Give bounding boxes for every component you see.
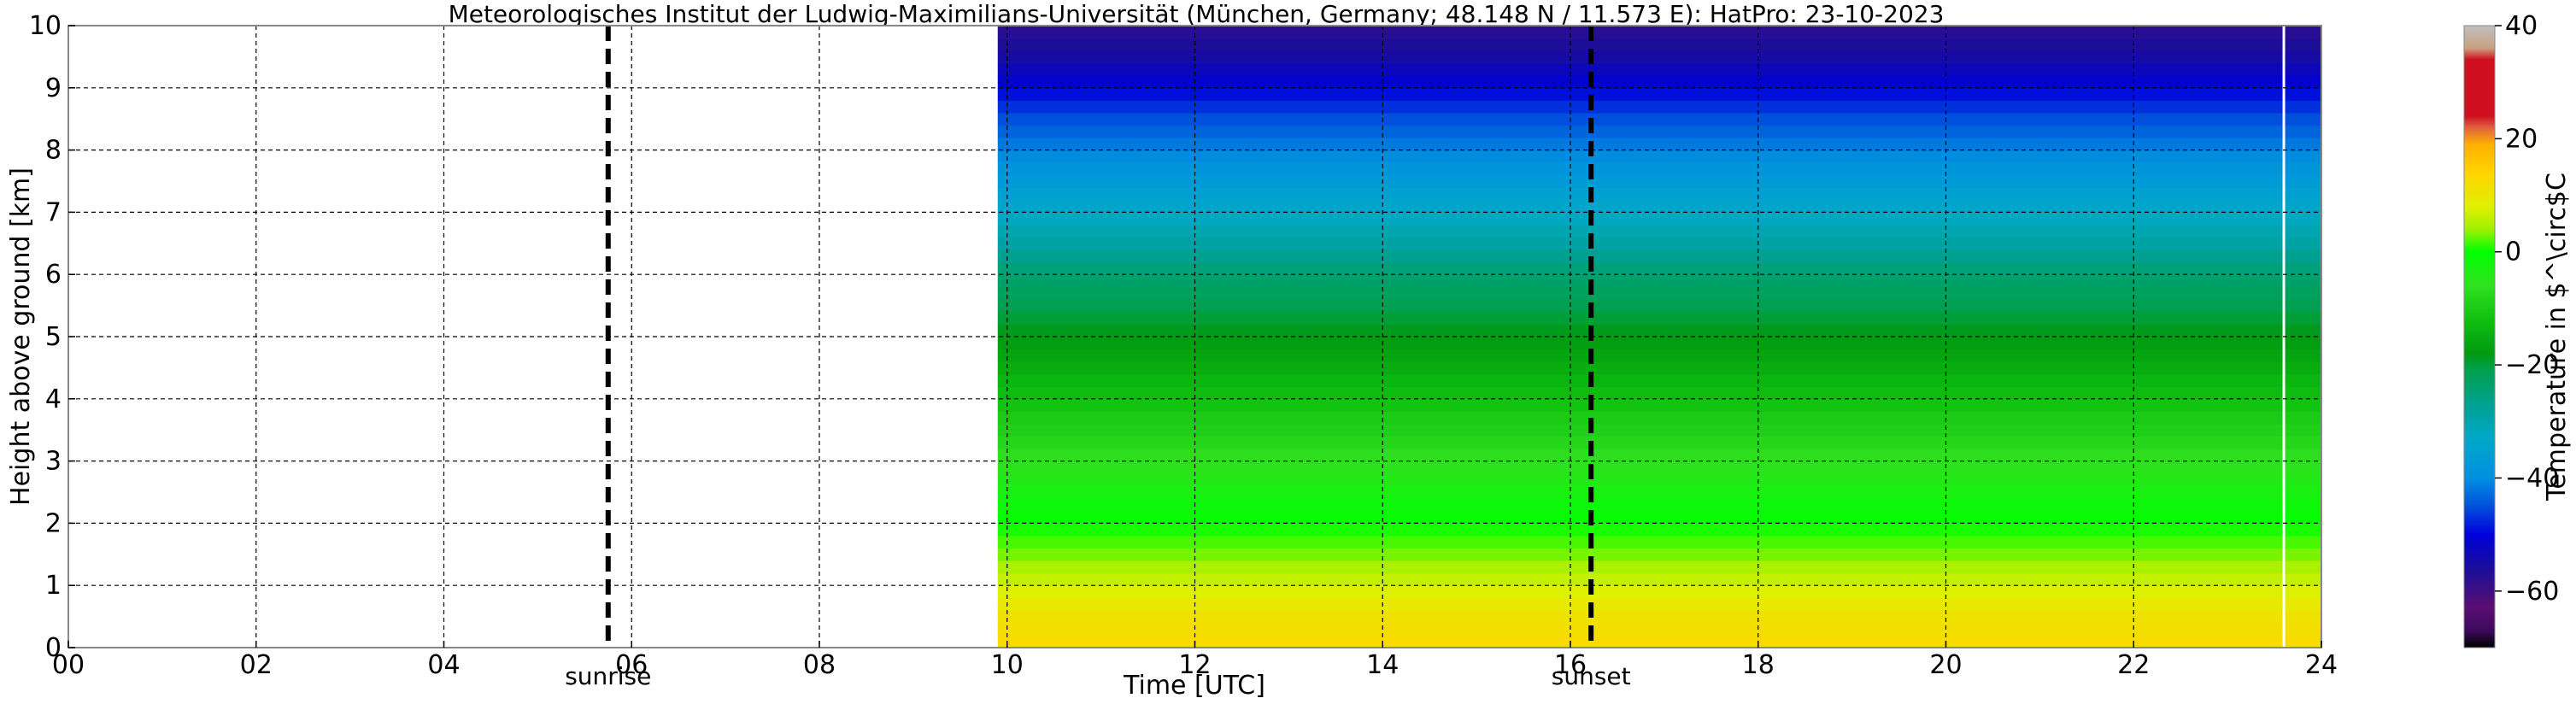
heat-band <box>997 187 2321 201</box>
heat-band <box>997 274 2321 288</box>
heat-band <box>997 87 2321 101</box>
x-tick-label: 22 <box>2117 650 2150 680</box>
heat-band <box>997 299 2321 313</box>
colorbar-tick-label: −20 <box>2505 350 2559 380</box>
x-tick-label: 02 <box>240 650 273 680</box>
heat-band <box>997 361 2321 375</box>
heat-band <box>997 237 2321 250</box>
colorbar-tick-label: 20 <box>2505 124 2538 154</box>
heat-band <box>997 224 2321 238</box>
heat-band <box>997 510 2321 524</box>
y-tick-label: 5 <box>45 322 62 352</box>
heat-band <box>997 436 2321 449</box>
x-tick-label: 16 <box>1554 650 1587 680</box>
heat-band <box>997 523 2321 537</box>
y-tick-label: 1 <box>45 571 62 601</box>
x-tick-label: 20 <box>1929 650 1962 680</box>
heat-band <box>997 324 2321 337</box>
x-tick-label: 18 <box>1742 650 1775 680</box>
x-tick-label: 10 <box>991 650 1024 680</box>
heat-band <box>997 26 2321 39</box>
heat-band <box>997 138 2321 151</box>
grid-lines <box>68 26 2321 648</box>
heat-band <box>997 38 2321 51</box>
y-tick-label: 10 <box>29 11 62 41</box>
colorbar-frame <box>2463 25 2496 648</box>
temperature-field <box>997 26 2321 648</box>
colorbar-tick-label: −60 <box>2505 577 2559 607</box>
heat-band <box>997 212 2321 226</box>
heat-band <box>997 585 2321 599</box>
heat-band <box>997 150 2321 163</box>
heat-band <box>997 461 2321 474</box>
heat-band <box>997 386 2321 400</box>
event-lines: sunrise sunset <box>565 26 1631 690</box>
heat-band <box>997 572 2321 586</box>
heat-band <box>997 75 2321 89</box>
heat-band <box>997 398 2321 412</box>
heat-band <box>997 535 2321 549</box>
x-tick-label: 04 <box>427 650 460 680</box>
colorbar: −60 −40 −20 0 20 40 Temperature in $^\circ$C <box>2463 11 2572 648</box>
heat-band <box>997 449 2321 462</box>
chart-title: Meteorologisches Institut der Ludwig-Max… <box>449 0 1945 28</box>
heat-band <box>997 485 2321 499</box>
sunset-label: sunset <box>1552 662 1631 690</box>
heat-band <box>997 635 2321 648</box>
heat-band <box>997 622 2321 637</box>
heat-band <box>997 498 2321 512</box>
heat-band <box>997 349 2321 362</box>
x-tick-label: 00 <box>52 650 85 680</box>
heat-band <box>997 373 2321 387</box>
x-tick-label: 08 <box>803 650 836 680</box>
y-tick-label: 0 <box>45 633 62 663</box>
y-tick-label: 6 <box>45 260 62 290</box>
y-tick-label: 4 <box>45 384 62 414</box>
x-tick-label: 12 <box>1178 650 1211 680</box>
heat-band <box>997 162 2321 176</box>
y-tick-label: 2 <box>45 508 62 538</box>
heat-band <box>997 199 2321 213</box>
x-tick-label: 06 <box>615 650 648 680</box>
heat-band <box>997 100 2321 114</box>
colorbar-scale <box>2464 26 2495 648</box>
heat-band <box>997 62 2321 76</box>
heat-band <box>997 50 2321 64</box>
heat-band <box>997 311 2321 326</box>
y-axis-label: Height above ground [km] <box>6 167 36 506</box>
heat-band <box>997 261 2321 275</box>
heat-band <box>997 174 2321 188</box>
colorbar-ticks: −60 −40 −20 0 20 40 <box>2495 11 2559 607</box>
y-tick-label: 7 <box>45 197 62 227</box>
x-axis-ticks: 00 02 04 06 08 10 12 14 16 18 20 22 24 <box>52 641 2338 680</box>
colorbar-tick-label: −40 <box>2505 463 2559 493</box>
colorbar-tick-label: 40 <box>2505 11 2538 41</box>
heat-band <box>997 411 2321 425</box>
x-tick-label: 24 <box>2305 650 2338 680</box>
heat-band <box>997 337 2321 350</box>
heat-band <box>997 249 2321 263</box>
heat-band <box>997 610 2321 624</box>
colorbar-label: Temperature in $^\circ$C <box>2542 173 2572 502</box>
y-tick-label: 8 <box>45 136 62 166</box>
x-tick-label: 14 <box>1366 650 1399 680</box>
heat-band <box>997 597 2321 611</box>
y-tick-label: 3 <box>45 447 62 477</box>
heat-band <box>997 473 2321 487</box>
y-axis-ticks: 0 1 2 3 4 5 6 7 8 9 10 <box>29 11 75 663</box>
heat-band <box>997 125 2321 138</box>
sunrise-label: sunrise <box>565 662 651 690</box>
heat-band <box>997 112 2321 126</box>
y-tick-label: 9 <box>45 73 62 103</box>
heat-band <box>997 548 2321 561</box>
heat-band <box>997 560 2321 574</box>
x-axis-label: Time [UTC] <box>1123 671 1265 701</box>
heat-band <box>997 286 2321 300</box>
heat-band <box>997 423 2321 437</box>
colorbar-tick-label: 0 <box>2505 238 2521 267</box>
